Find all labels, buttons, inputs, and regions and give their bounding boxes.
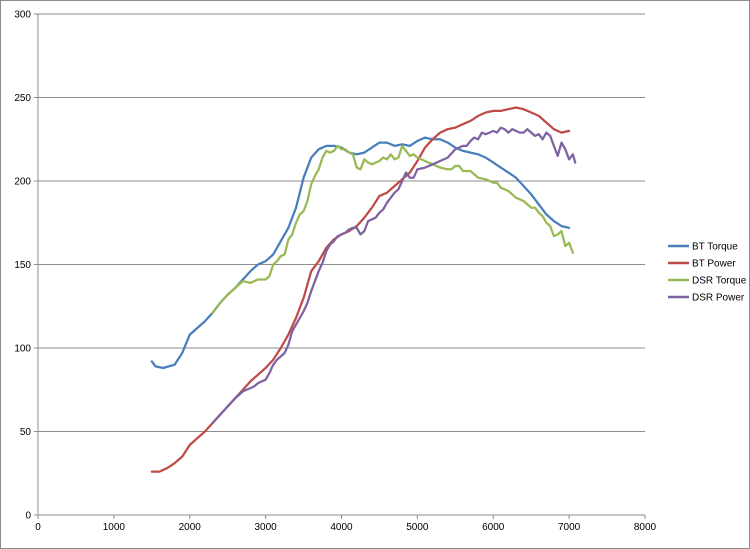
y-tick-label: 250: [14, 93, 31, 104]
x-tick-label: 1000: [103, 522, 126, 533]
y-tick-label: 200: [14, 177, 31, 188]
x-tick-label: 3000: [255, 522, 278, 533]
x-tick-label: 5000: [406, 522, 429, 533]
y-tick-label: 50: [20, 427, 32, 438]
legend-label-dsr-torque: DSR Torque: [692, 276, 747, 287]
x-axis-ticks: 0 1000 2000 3000 4000 5000 6000 7000 8000: [35, 515, 657, 533]
series-line-bt-power: [150, 106, 571, 473]
legend-label-bt-power: BT Power: [692, 259, 736, 270]
y-tick-label: 150: [14, 260, 31, 271]
y-tick-label: 100: [14, 344, 31, 355]
x-tick-label: 4000: [330, 522, 353, 533]
legend-label-bt-torque: BT Torque: [692, 242, 738, 253]
gridlines: [38, 13, 645, 432]
y-axis-ticks: 0 50 100 150 200 250 300: [14, 10, 38, 522]
series-line-dsr-torque: [211, 144, 575, 315]
x-tick-label: 0: [35, 522, 41, 533]
y-tick-label: 300: [14, 10, 31, 21]
series-lines: [150, 106, 577, 473]
legend-label-dsr-power: DSR Power: [692, 293, 745, 304]
x-tick-label: 7000: [558, 522, 581, 533]
y-tick-label: 0: [25, 511, 31, 522]
series-line-bt-torque: [150, 136, 571, 370]
x-tick-label: 2000: [179, 522, 202, 533]
x-tick-label: 8000: [634, 522, 657, 533]
series-line-dsr-power: [211, 126, 577, 425]
x-tick-label: 6000: [482, 522, 505, 533]
legend: BT Torque BT Power DSR Torque DSR Power: [668, 242, 747, 304]
